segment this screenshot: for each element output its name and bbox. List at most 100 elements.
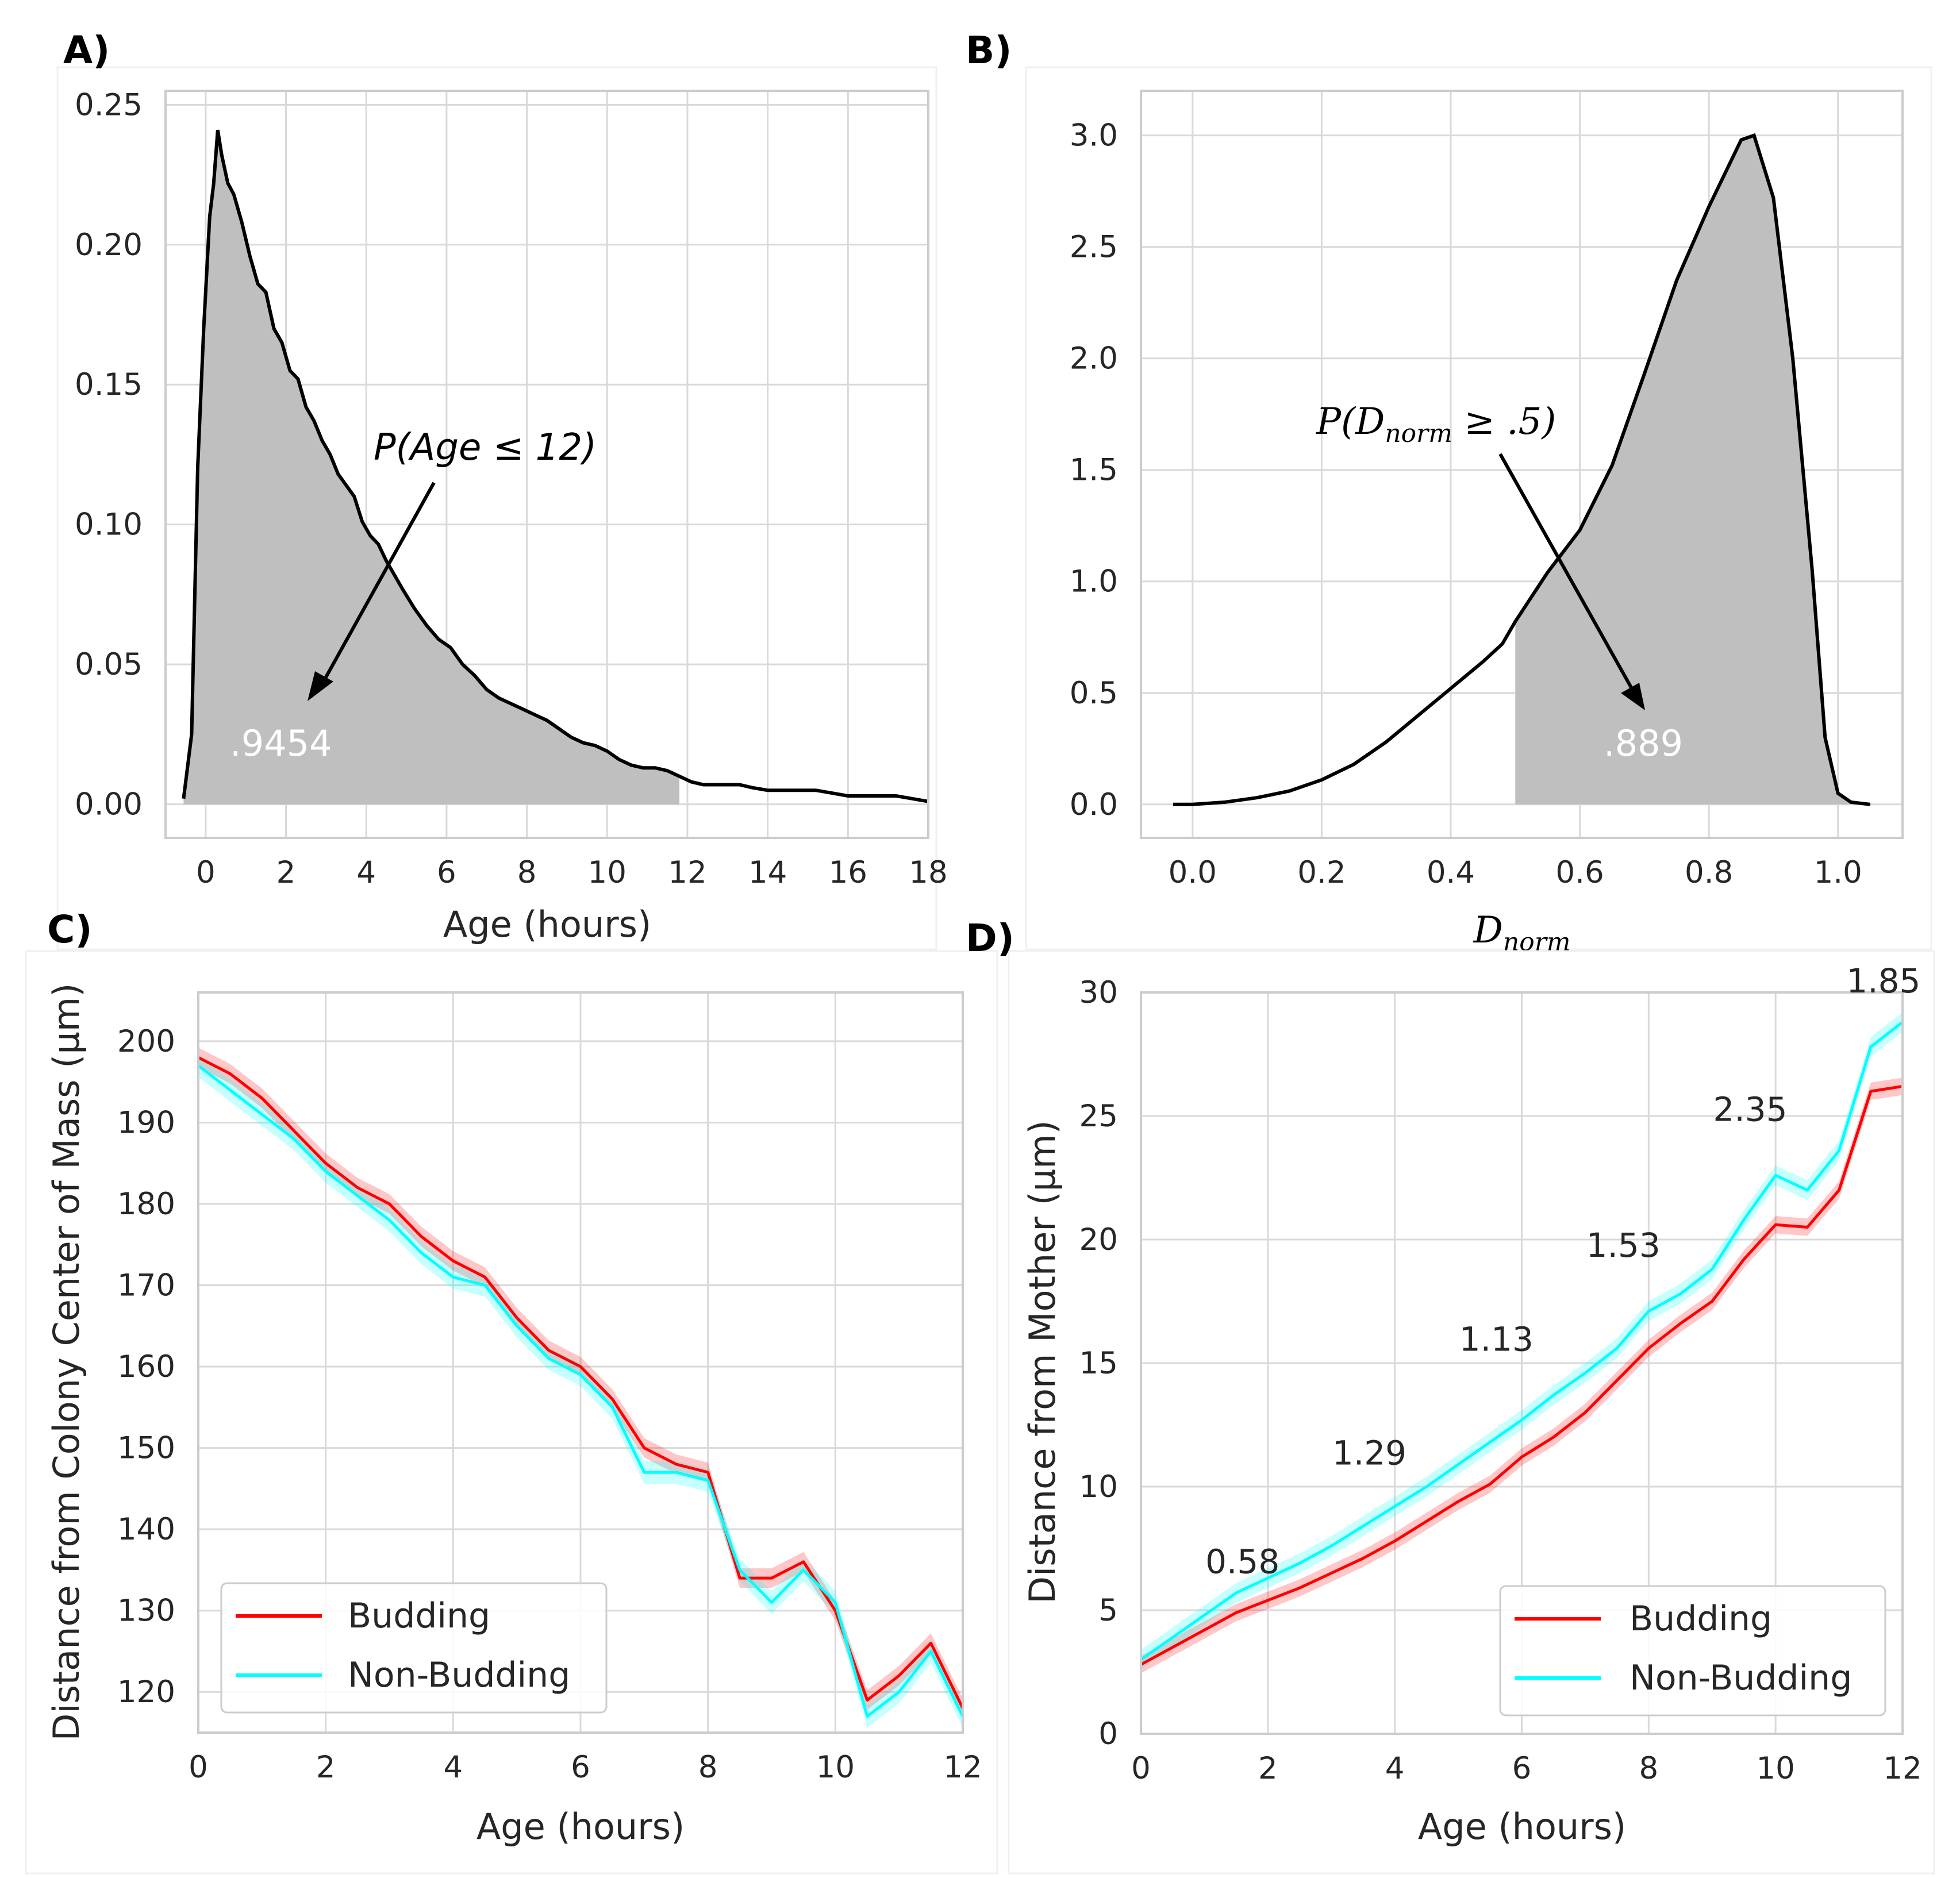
panel-a-ticks: 0 2 4 6 8 10 12 14 16 18 0.00 0.05 0.10 0.15 0.20 0.25 xyxy=(75,87,948,890)
a-x-tick-label: 10 xyxy=(588,855,627,890)
panel-c-letter: C) xyxy=(47,907,93,952)
panel-a-annotation: P(Age ≤ 12) .9454 xyxy=(230,426,597,764)
panel-b-x-axis-label: Dnorm xyxy=(1473,909,1571,957)
panel-c-legend-label-budding: Budding xyxy=(348,1596,490,1636)
panel-d-x-axis-label: Age (hours) xyxy=(1418,1806,1626,1848)
a-y-tick-label: 0.00 xyxy=(75,787,143,822)
b-x-tick-label: 0.0 xyxy=(1169,855,1217,890)
d-annotation-label: 1.13 xyxy=(1459,1320,1534,1359)
c-y-tick-label: 200 xyxy=(117,1024,175,1059)
b-x-tick-label: 0.8 xyxy=(1685,855,1733,890)
panel-b-ticks: 0.0 0.2 0.4 0.6 0.8 1.0 0.0 0.5 1.0 1.5 2.0 2.5 3.0 xyxy=(1070,118,1862,890)
c-y-tick-label: 180 xyxy=(117,1187,175,1222)
b-y-tick-label: 2.0 xyxy=(1070,341,1118,376)
d-annotation-label: 1.85 xyxy=(1846,961,1920,1000)
panel-c-series xyxy=(197,1048,964,1728)
a-x-tick-label: 14 xyxy=(748,855,787,890)
d-x-tick-label: 12 xyxy=(1883,1751,1921,1786)
b-y-tick-label: 2.5 xyxy=(1070,230,1118,265)
panel-a-plot-border xyxy=(164,90,929,839)
panel-d-legend: Budding Non-Budding xyxy=(1499,1585,1886,1717)
c-x-tick-label: 2 xyxy=(316,1750,336,1785)
panel-b-density-curve xyxy=(1173,133,1871,806)
d-annotation-label: 2.35 xyxy=(1713,1090,1787,1129)
b-y-tick-label: 0.0 xyxy=(1070,787,1118,822)
d-y-tick-label: 10 xyxy=(1079,1469,1118,1504)
panel-d-ticks: 0 2 4 6 8 10 12 0 5 10 15 20 25 30 xyxy=(1079,975,1922,1786)
c-line-non-budding xyxy=(197,1064,964,1718)
c-y-tick-label: 130 xyxy=(117,1594,175,1629)
panel-b: B) 0.0 0.2 0.4 0.6 0.8 1.0 0.0 0.5 1.0 1.5 2.0 2.5 3… xyxy=(966,28,1932,957)
panel-c-legend: Budding Non-Budding xyxy=(220,1582,608,1714)
panel-d-frame xyxy=(1008,950,1935,1875)
panel-d-y-axis-label: Distance from Mother (μm) xyxy=(1021,1120,1063,1603)
a-x-tick-label: 6 xyxy=(437,855,456,890)
d-y-tick-label: 20 xyxy=(1079,1222,1118,1257)
d-x-tick-label: 4 xyxy=(1385,1751,1405,1786)
c-y-tick-label: 120 xyxy=(117,1675,175,1710)
a-x-tick-label: 2 xyxy=(276,855,296,890)
d-x-tick-label: 6 xyxy=(1512,1751,1532,1786)
b-y-tick-label: 0.5 xyxy=(1070,676,1118,711)
d-line-non-budding xyxy=(1140,1021,1904,1661)
panel-a-frame xyxy=(56,66,937,950)
panel-a-annotation-arrow xyxy=(317,482,436,691)
c-x-tick-label: 6 xyxy=(571,1750,590,1785)
panel-b-plot-border xyxy=(1140,90,1904,839)
d-x-tick-label: 8 xyxy=(1639,1751,1658,1786)
panel-a-annotation-arrowhead xyxy=(308,671,333,701)
panel-a-probability-value: .9454 xyxy=(230,722,332,764)
panel-a-x-axis-label: Age (hours) xyxy=(443,903,651,945)
a-x-tick-label: 16 xyxy=(829,855,867,890)
panel-b-annotation-sub: norm xyxy=(1385,419,1452,448)
panel-c-y-axis-label: Distance from Colony Center of Mass (μm) xyxy=(45,983,87,1741)
panel-c-ticks: 0 2 4 6 8 10 12 120 130 140 150 160 170 180 190 200 xyxy=(117,1024,982,1785)
panel-d: D) 0 2 4 6 8 10 12 0 5 10 15 20 25 30 0.58 1.29 1.13 1.5… xyxy=(966,916,1935,1875)
c-x-tick-label: 10 xyxy=(816,1750,855,1785)
c-x-tick-label: 12 xyxy=(943,1750,982,1785)
d-x-tick-label: 0 xyxy=(1131,1751,1151,1786)
panel-b-probability-value: .889 xyxy=(1604,722,1683,764)
c-band-non-budding xyxy=(198,1054,963,1728)
c-y-tick-label: 150 xyxy=(117,1431,175,1466)
a-x-tick-label: 0 xyxy=(196,855,216,890)
d-x-tick-label: 2 xyxy=(1258,1751,1278,1786)
panel-c-frame xyxy=(25,950,998,1875)
d-y-tick-label: 0 xyxy=(1098,1717,1118,1752)
a-x-tick-label: 4 xyxy=(356,855,376,890)
panel-b-letter: B) xyxy=(966,28,1012,72)
b-y-tick-label: 1.5 xyxy=(1070,453,1118,488)
c-x-tick-label: 4 xyxy=(443,1750,463,1785)
panel-d-legend-label-budding: Budding xyxy=(1630,1599,1772,1639)
a-y-tick-label: 0.10 xyxy=(75,507,143,542)
b-y-tick-label: 3.0 xyxy=(1070,118,1118,153)
d-y-tick-label: 5 xyxy=(1098,1593,1118,1628)
a-x-tick-label: 18 xyxy=(909,855,947,890)
panel-b-annotation: P(Dnorm ≥ .5) .889 xyxy=(1316,401,1683,764)
panel-b-annotation-label: P(Dnorm ≥ .5) xyxy=(1316,401,1556,448)
panel-d-series xyxy=(1140,1012,1904,1673)
panel-b-frame xyxy=(1025,66,1932,950)
c-y-tick-label: 160 xyxy=(117,1349,175,1384)
panel-a-letter: A) xyxy=(63,28,110,72)
b-x-tick-label: 0.2 xyxy=(1297,855,1346,890)
a-x-tick-label: 12 xyxy=(668,855,706,890)
d-y-tick-label: 15 xyxy=(1079,1346,1118,1381)
panel-a-density-curve xyxy=(182,129,929,803)
b-x-tick-label: 1.0 xyxy=(1814,855,1862,890)
b-y-tick-label: 1.0 xyxy=(1070,564,1118,599)
a-x-tick-label: 8 xyxy=(517,855,537,890)
panel-a-annotation-label: P(Age ≤ 12) xyxy=(374,426,597,469)
panel-a: A) 0 2 4 6 8 10 12 14 16 18 0.00 0.05 0.10 0.15 0.20 0.… xyxy=(56,28,948,950)
d-x-tick-label: 10 xyxy=(1756,1751,1794,1786)
panel-d-letter: D) xyxy=(966,916,1014,960)
panel-b-annotation-arrow xyxy=(1498,453,1634,691)
panel-b-x-axis-label-main: D xyxy=(1473,909,1503,952)
panel-b-x-axis-label-sub: norm xyxy=(1503,928,1571,957)
c-y-tick-label: 140 xyxy=(117,1512,175,1547)
d-band-non-budding xyxy=(1141,1012,1903,1670)
panel-b-annotation-arrowhead xyxy=(1621,683,1645,710)
panel-c-x-axis-label: Age (hours) xyxy=(476,1806,685,1848)
panel-d-legend-label-non-budding: Non-Budding xyxy=(1630,1658,1852,1698)
